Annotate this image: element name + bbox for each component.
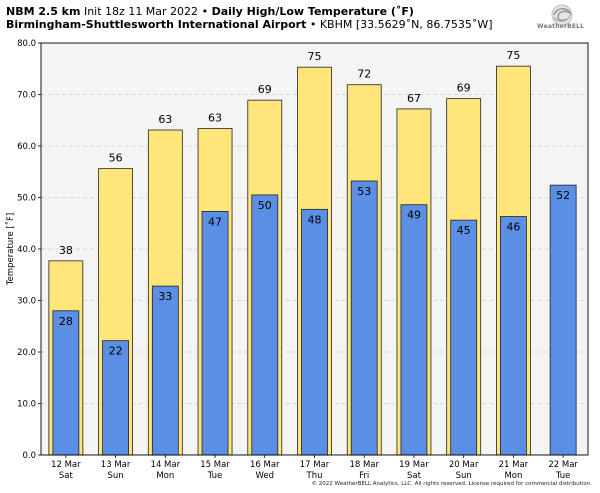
x-tick-weekday: Tue	[555, 471, 571, 481]
low-temp-bar	[350, 180, 378, 456]
low-temp-bar	[450, 219, 478, 456]
separator-bullet-2: •	[309, 18, 317, 31]
station-line: Birmingham-Shuttlesworth International A…	[6, 18, 493, 31]
station-name: Birmingham-Shuttlesworth International A…	[6, 18, 307, 31]
high-temp-label: 67	[407, 92, 421, 105]
swirl-logo-icon	[551, 4, 573, 26]
model-name: NBM 2.5 km	[6, 5, 81, 18]
y-tick-label: 60.0	[17, 142, 36, 152]
separator-bullet: •	[201, 5, 209, 18]
y-tick-label: 40.0	[17, 245, 36, 255]
low-temp-bar	[52, 310, 80, 456]
y-tick-label: 30.0	[17, 297, 36, 307]
low-temp-label: 22	[109, 345, 123, 358]
x-tick-weekday: Sun	[108, 471, 124, 481]
x-tick-weekday: Sat	[59, 471, 74, 481]
x-tick-weekday: Mon	[504, 471, 522, 481]
high-temp-label: 56	[109, 152, 123, 165]
x-tick-date: 16 Mar	[250, 460, 280, 470]
low-temp-bar	[400, 204, 428, 456]
low-temp-label: 28	[59, 315, 73, 328]
low-temp-label: 47	[208, 215, 222, 228]
x-tick-date: 12 Mar	[51, 460, 81, 470]
x-tick-weekday: Mon	[156, 471, 174, 481]
low-temp-bar	[102, 340, 129, 456]
x-tick-date: 14 Mar	[151, 460, 181, 470]
high-temp-label: 75	[506, 49, 520, 62]
high-temp-label: 63	[208, 111, 222, 124]
x-tick-weekday: Tue	[207, 471, 223, 481]
low-temp-label: 52	[556, 189, 570, 202]
chart-title-line: NBM 2.5 km Init 18z 11 Mar 2022 • Daily …	[6, 5, 414, 18]
x-tick-date: 20 Mar	[449, 460, 479, 470]
plot-frame	[40, 42, 589, 456]
x-tick-weekday: Fri	[359, 471, 369, 481]
high-temp-label: 63	[158, 113, 172, 126]
high-temp-label: 38	[59, 244, 73, 257]
high-temp-label: 69	[258, 83, 272, 96]
init-time: Init 18z 11 Mar 2022	[83, 5, 199, 18]
copyright-notice: © 2022 WeatherBELL Analytics, LLC. All r…	[311, 481, 592, 487]
low-temp-bar	[500, 216, 527, 456]
x-tick-weekday: Thu	[306, 471, 323, 481]
high-temp-label: 75	[308, 50, 322, 63]
x-tick-weekday: Sun	[456, 471, 472, 481]
high-temp-label: 69	[457, 82, 471, 95]
high-temp-label: 72	[357, 68, 371, 81]
y-axis-label: Temperature [˚F]	[5, 213, 16, 286]
x-tick-date: 22 Mar	[548, 460, 578, 470]
x-tick-weekday: Wed	[255, 471, 274, 481]
low-temp-label: 53	[357, 185, 371, 198]
x-tick-weekday: Sat	[407, 471, 422, 481]
low-temp-label: 49	[407, 209, 421, 222]
low-temp-bar	[151, 285, 179, 456]
low-temp-bar	[301, 208, 328, 456]
low-temp-bar	[201, 211, 229, 456]
x-tick-date: 17 Mar	[300, 460, 330, 470]
x-tick-date: 13 Mar	[101, 460, 131, 470]
x-tick-date: 19 Mar	[399, 460, 429, 470]
low-temp-bar	[251, 194, 279, 456]
low-temp-label: 48	[308, 213, 322, 226]
station-code: KBHM [33.5629˚N, 86.7535˚W]	[319, 18, 493, 31]
x-tick-date: 15 Mar	[200, 460, 230, 470]
low-temp-bar	[549, 184, 577, 456]
chart-title: Daily High/Low Temperature (˚F)	[211, 5, 414, 18]
y-tick-label: 70.0	[17, 91, 36, 101]
y-tick-label: 20.0	[17, 348, 36, 358]
low-temp-label: 50	[258, 199, 272, 212]
y-tick-label: 0.0	[22, 451, 36, 461]
y-tick-label: 80.0	[17, 39, 36, 49]
low-temp-label: 46	[506, 221, 520, 234]
y-tick-label: 50.0	[17, 194, 36, 204]
low-temp-label: 45	[457, 224, 471, 237]
y-tick-label: 10.0	[17, 400, 36, 410]
x-tick-date: 18 Mar	[349, 460, 379, 470]
low-temp-label: 33	[158, 290, 172, 303]
x-tick-date: 21 Mar	[499, 460, 529, 470]
logo-text: WeatherBELL	[537, 23, 585, 30]
